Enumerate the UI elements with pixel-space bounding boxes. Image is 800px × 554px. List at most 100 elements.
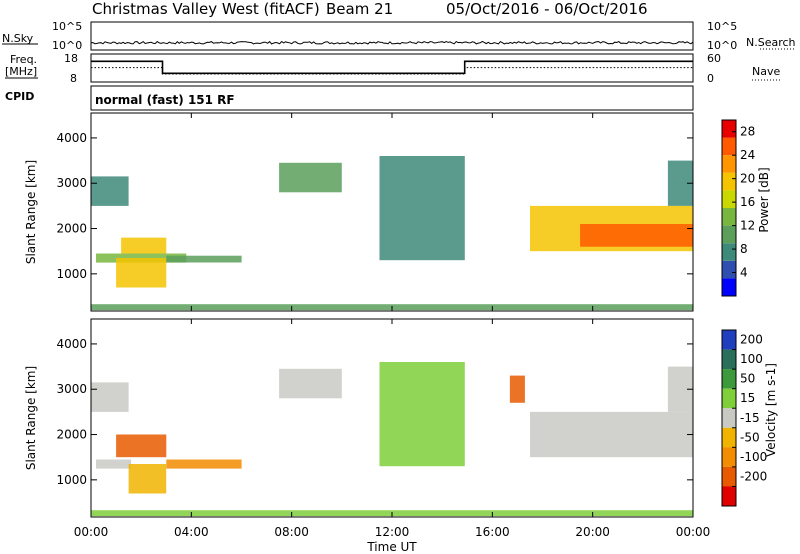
- echo-region-5: [166, 255, 242, 263]
- nave-label: Nave: [752, 65, 780, 78]
- velocity-cbar-cell-0: [722, 330, 736, 350]
- velocity-ylabel: Slant Range [km]: [24, 366, 38, 470]
- power-cbar-label-0: 4: [740, 266, 748, 280]
- xtick-label-0: 00:00: [74, 525, 109, 539]
- echo-region-9: [530, 411, 693, 458]
- noise-panel: N.Sky 10^5 10^0 10^5 10^0 N.Search: [2, 20, 796, 52]
- echo-region-2: [96, 459, 132, 469]
- cpid-program: normal (fast) 151 RF: [95, 93, 235, 107]
- cpid-frame: [90, 85, 694, 111]
- power-cbar-label-4: 20: [740, 172, 755, 186]
- power-cbar-label-2: 12: [740, 219, 755, 233]
- velocity-cbar-cell-4: [722, 408, 736, 428]
- nave-line: [91, 67, 693, 75]
- power-cells: [91, 156, 693, 311]
- freq-label: Freq.: [10, 53, 37, 66]
- ytick-label-1: 2000: [56, 222, 87, 236]
- frequency-panel: Freq. [MHz] 18 8 60 0 Nave: [5, 52, 782, 85]
- ytick-label-2: 3000: [56, 176, 87, 190]
- cpid-label: CPID: [5, 90, 34, 103]
- echo-region-8: [509, 375, 525, 403]
- echo-region-6: [279, 368, 342, 399]
- xtick-label-1: 04:00: [174, 525, 209, 539]
- noise-right-tick-top: 10^5: [707, 20, 737, 33]
- ytick-label-2: 3000: [56, 382, 87, 396]
- echo-region-5: [166, 459, 242, 469]
- power-y-ticks: 1000 2000 3000 4000: [56, 131, 693, 281]
- xtick-label-4: 16:00: [475, 525, 510, 539]
- velocity-cbar-frame: [721, 329, 737, 507]
- velocity-y-ticks: 1000 2000 3000 4000: [56, 337, 693, 487]
- velocity-cbar-label-0: 200: [740, 333, 763, 347]
- velocity-cbar-label-5: -50: [740, 430, 760, 444]
- velocity-cbar-label-7: -200: [740, 469, 767, 483]
- power-cbar-cell-5: [722, 190, 736, 208]
- velocity-panel: 1000 2000 3000 4000 Slant Range [km] 200 100…: [24, 318, 778, 518]
- velocity-cbar-cell-3: [722, 388, 736, 409]
- echo-region-6: [279, 162, 342, 193]
- power-cbar-cell-8: [722, 137, 736, 156]
- echo-region-4: [116, 258, 167, 288]
- velocity-cbar-cell-7: [722, 466, 736, 487]
- velocity-cbar-label: Velocity [m s-1]: [764, 363, 778, 457]
- power-cbar-label-3: 16: [740, 195, 755, 209]
- ytick-label-3: 4000: [56, 131, 87, 145]
- date-range: 05/Oct/2016 - 06/Oct/2016: [446, 0, 648, 18]
- velocity-cbar-cell-8: [722, 486, 736, 506]
- power-cbar-cell-9: [722, 120, 736, 138]
- power-cbar-label: Power [dB]: [757, 167, 771, 232]
- power-cbar-label-1: 8: [740, 242, 748, 256]
- ytick-label-0: 1000: [56, 267, 87, 281]
- echo-region-9: [580, 224, 693, 247]
- noise-right-tick-bottom: 10^0: [707, 39, 737, 52]
- velocity-cbar-label-4: -15: [740, 411, 760, 425]
- echo-region-1: [91, 176, 129, 206]
- xtick-label-6: 00:00: [676, 525, 711, 539]
- velocity-cbar-label-6: -100: [740, 450, 767, 464]
- freq-left-tick-top: 18: [64, 52, 78, 65]
- velocity-cbar-label-2: 50: [740, 372, 755, 386]
- power-cbar-cell-3: [722, 225, 736, 244]
- power-cbar-cell-1: [722, 260, 736, 279]
- power-cbar-cell-4: [722, 208, 736, 226]
- echo-region-7: [379, 156, 465, 261]
- velocity-cbar-label-1: 100: [740, 352, 763, 366]
- power-cbar-cell-0: [722, 278, 736, 296]
- freq-line: [91, 60, 693, 75]
- velocity-cbar-cell-5: [722, 427, 736, 448]
- freq-left-tick-bottom: 8: [70, 72, 77, 85]
- velocity-cells: [91, 362, 693, 517]
- power-ylabel: Slant Range [km]: [24, 160, 38, 264]
- power-panel: 1000 2000 3000 4000 Slant Range [km] 4 8 12 16…: [24, 112, 771, 312]
- nsky-trace: [90, 40, 694, 45]
- power-colorbar: 4 8 12 16 20 24 28: [721, 119, 755, 297]
- power-cbar-cell-7: [722, 155, 736, 173]
- power-cbar-cell-2: [722, 243, 736, 261]
- noise-trace: [90, 40, 694, 45]
- freq-unit-label: [MHz]: [5, 65, 37, 78]
- echo-region-4: [128, 464, 167, 494]
- noise-left-tick-top: 10^5: [52, 20, 82, 33]
- ytick-label-1: 2000: [56, 428, 87, 442]
- nsky-label: N.Sky: [2, 32, 34, 45]
- cpid-panel: CPID normal (fast) 151 RF: [5, 85, 694, 111]
- time-axis: 00:00 04:00 08:00 12:00 16:00 20:00 00:00: [74, 113, 711, 539]
- nave-right-tick-bottom: 0: [707, 72, 714, 85]
- xtick-label-3: 12:00: [375, 525, 410, 539]
- velocity-cbar-label-3: 15: [740, 391, 755, 405]
- power-cbar-label-5: 24: [740, 148, 755, 162]
- echo-region-1: [91, 382, 129, 412]
- power-cbar-cell-6: [722, 172, 736, 191]
- station-title: Christmas Valley West (fitACF): [92, 0, 320, 18]
- power-cbar-frame: [721, 119, 737, 297]
- nsearch-label: N.Search: [746, 36, 796, 49]
- noise-frame: [90, 21, 694, 51]
- time-axis-label: Time UT: [366, 540, 417, 554]
- xtick-label-5: 20:00: [575, 525, 610, 539]
- velocity-cbar-cell-2: [722, 369, 736, 389]
- nave-right-tick-top: 60: [707, 52, 721, 65]
- echo-region-7: [379, 362, 465, 467]
- noise-left-tick-bottom: 10^0: [52, 39, 82, 52]
- velocity-cbar-cell-6: [722, 447, 736, 467]
